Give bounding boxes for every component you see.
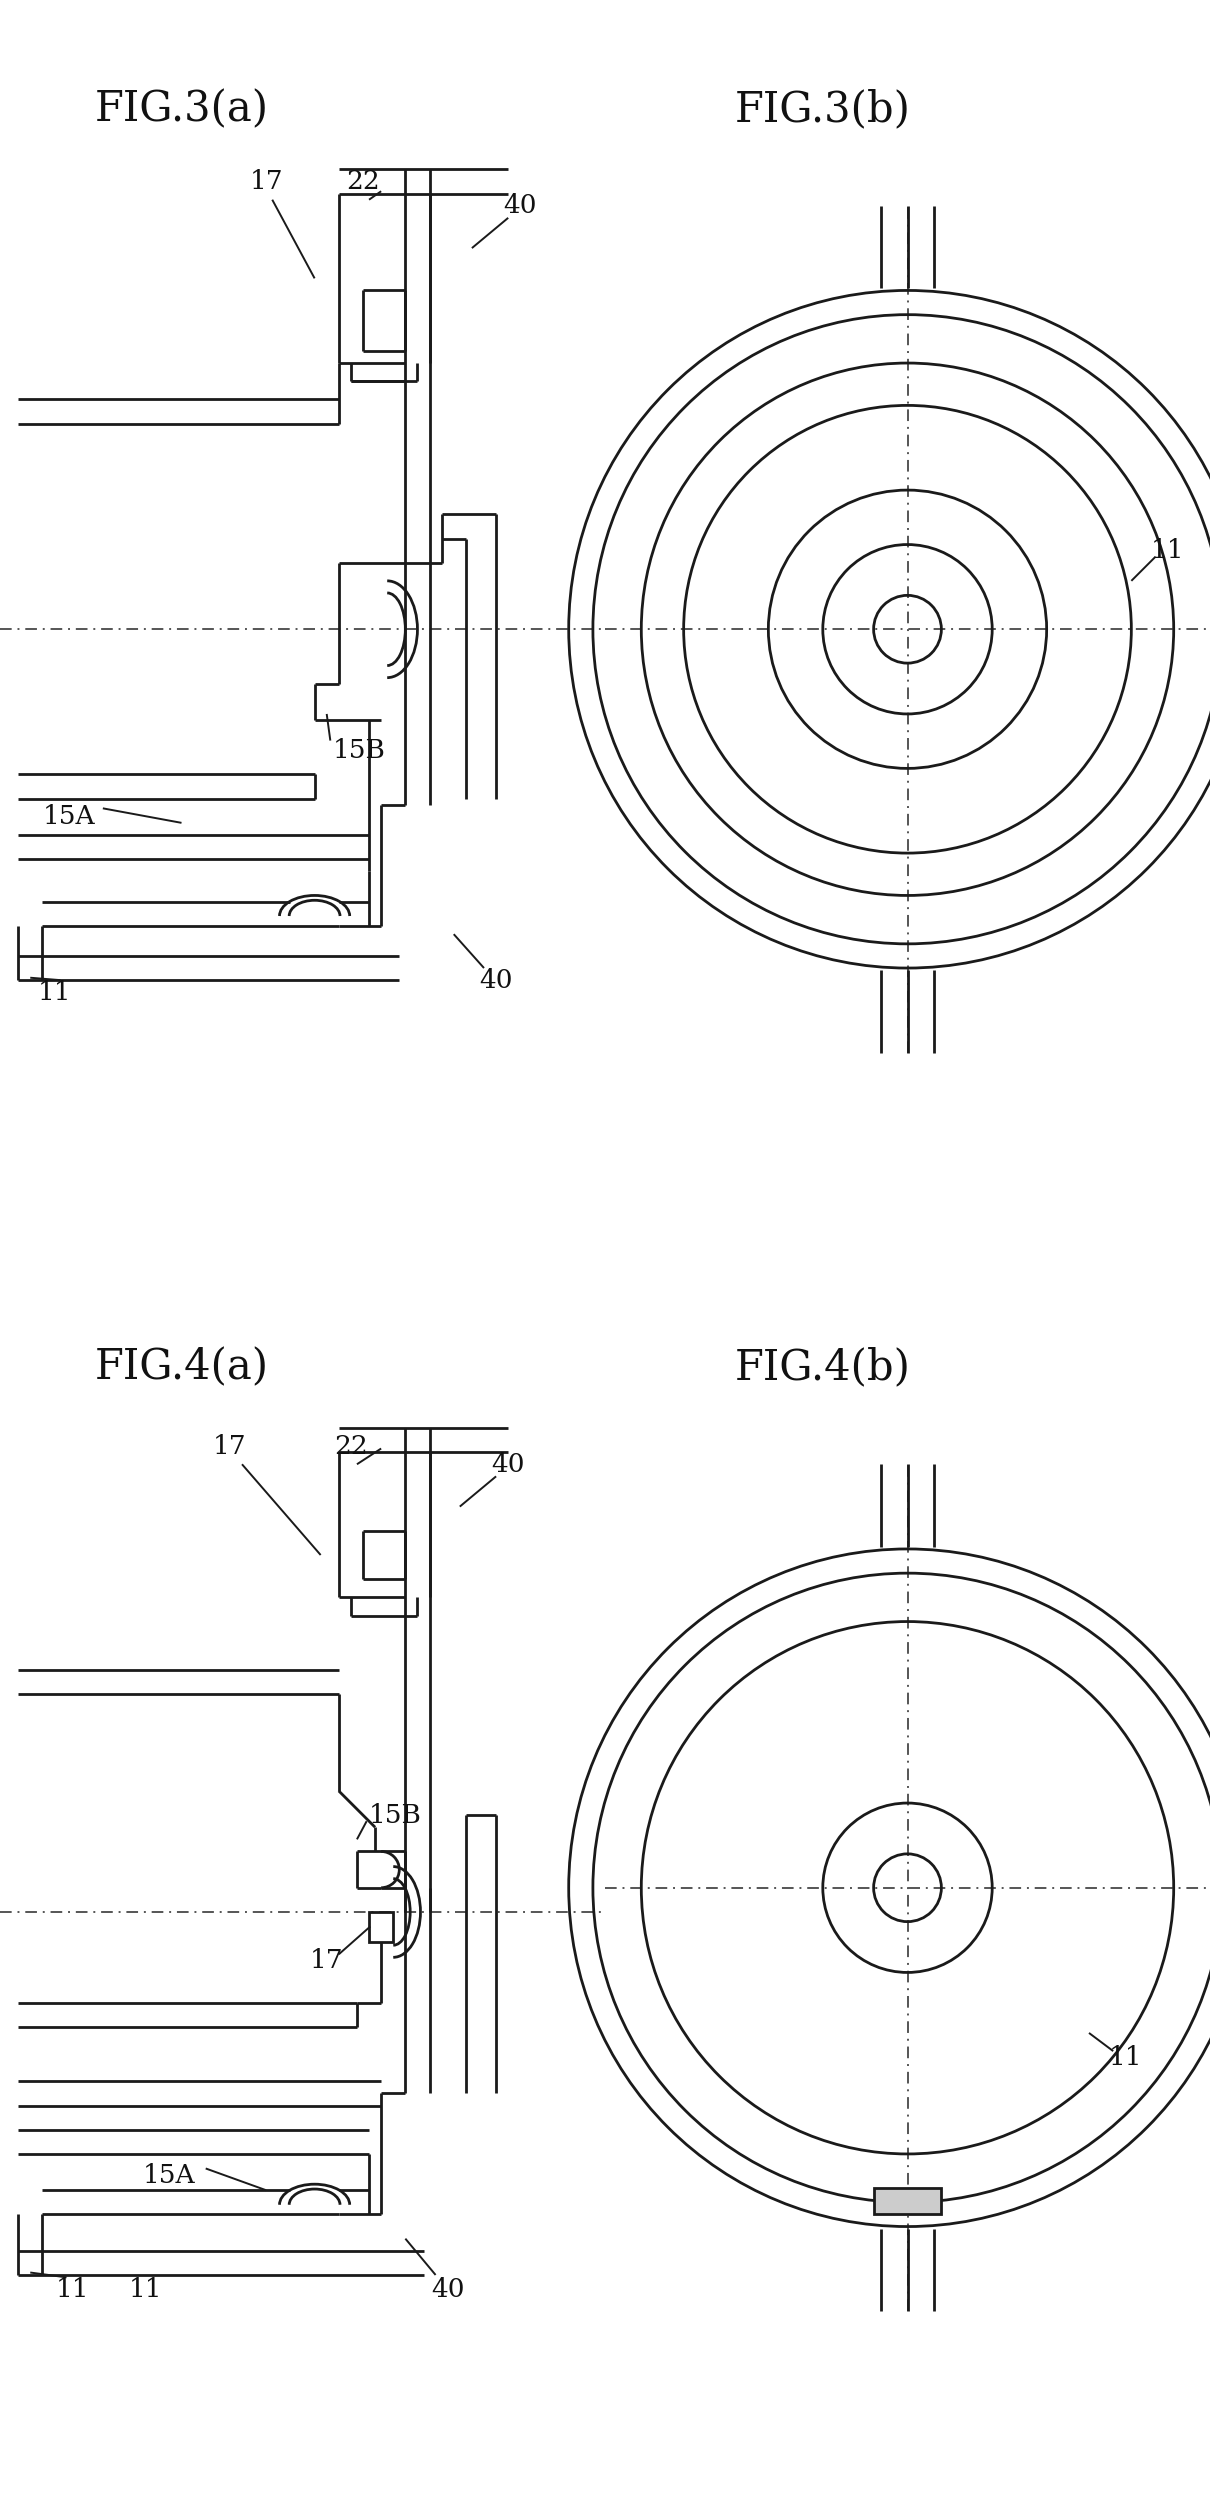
Text: 15A: 15A — [143, 2162, 196, 2187]
Bar — [369, 1913, 393, 1943]
Text: FIG.4(a): FIG.4(a) — [94, 1347, 269, 1389]
Text: 11: 11 — [128, 2278, 162, 2303]
Text: 40: 40 — [503, 194, 537, 219]
Text: 15A: 15A — [42, 805, 94, 828]
Text: FIG.3(a): FIG.3(a) — [94, 88, 269, 131]
Text: 11: 11 — [1151, 539, 1185, 564]
Text: 22: 22 — [346, 169, 380, 194]
Text: 40: 40 — [479, 967, 513, 992]
Text: 17: 17 — [249, 169, 283, 194]
Text: 17: 17 — [310, 1948, 344, 1973]
Text: 11: 11 — [38, 979, 71, 1004]
Text: FIG.3(b): FIG.3(b) — [734, 88, 911, 131]
Text: 40: 40 — [491, 1452, 525, 1477]
Text: 11: 11 — [56, 2278, 90, 2303]
Text: 40: 40 — [431, 2278, 465, 2303]
Text: 17: 17 — [213, 1435, 247, 1457]
Text: 22: 22 — [334, 1435, 368, 1457]
Text: 15B: 15B — [333, 737, 386, 763]
Text: FIG.4(b): FIG.4(b) — [734, 1347, 911, 1389]
Text: 15B: 15B — [369, 1802, 422, 1827]
Bar — [874, 2187, 941, 2215]
Text: 11: 11 — [1108, 2044, 1142, 2069]
